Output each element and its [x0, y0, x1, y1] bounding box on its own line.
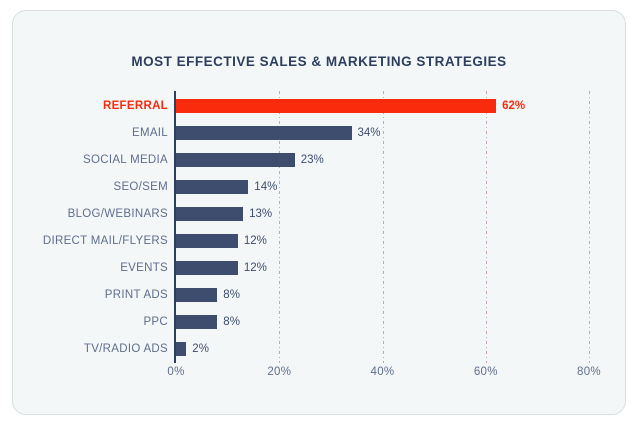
gridline: [589, 91, 590, 363]
bar: [176, 180, 249, 194]
category-label: EVENTS: [120, 262, 168, 274]
value-label: 2%: [192, 343, 209, 355]
value-label: 34%: [357, 127, 381, 139]
category-label: DIRECT MAIL/FLYERS: [42, 235, 168, 247]
category-label: SOCIAL MEDIA: [83, 154, 168, 166]
bar-row: DIRECT MAIL/FLYERS 12%: [13, 234, 625, 248]
category-label: BLOG/WEBINARS: [67, 208, 168, 220]
bar: [176, 207, 244, 221]
bar-row: PRINT ADS 8%: [13, 288, 625, 302]
bar: [176, 126, 352, 140]
x-tick-label: 0%: [167, 366, 185, 378]
value-label: 23%: [300, 154, 324, 166]
chart-card: MOST EFFECTIVE SALES & MARKETING STRATEG…: [12, 10, 626, 415]
category-label: REFERRAL: [102, 100, 168, 112]
y-axis-line: [174, 91, 176, 363]
category-label: SEO/SEM: [113, 181, 168, 193]
bar: [176, 99, 497, 113]
gridline: [485, 91, 487, 363]
bar-row: SEO/SEM 14%: [13, 180, 625, 194]
bar-row: EVENTS 12%: [13, 261, 625, 275]
category-label: TV/RADIO ADS: [83, 343, 168, 355]
bar: [176, 288, 218, 302]
x-tick-label: 20%: [267, 366, 292, 378]
x-tick-label: 80%: [577, 366, 601, 378]
value-label: 8%: [223, 316, 240, 328]
value-label: 12%: [243, 262, 267, 274]
bar-row: EMAIL 34%: [13, 126, 625, 140]
bar-row: REFERRAL 62%: [13, 99, 625, 113]
value-label: 62%: [502, 100, 526, 112]
value-label: 12%: [243, 235, 267, 247]
gridline: [279, 91, 281, 363]
chart-title: MOST EFFECTIVE SALES & MARKETING STRATEG…: [131, 54, 507, 69]
value-label: 8%: [223, 289, 240, 301]
bar-row: PPC 8%: [13, 315, 625, 329]
category-label: EMAIL: [131, 127, 168, 139]
category-label: PPC: [143, 316, 168, 328]
bar-row: SOCIAL MEDIA 23%: [13, 153, 625, 167]
bar-row: TV/RADIO ADS 2%: [13, 342, 625, 356]
category-label: PRINT ADS: [104, 289, 168, 301]
bar: [176, 261, 238, 275]
gridline: [382, 91, 384, 363]
bar-row: BLOG/WEBINARS 13%: [13, 207, 625, 221]
value-label: 14%: [254, 181, 278, 193]
bar: [176, 153, 295, 167]
bar: [176, 342, 187, 356]
plot-area: 0% 20% 40% 60% 80% REFERRAL 62% EMAIL 34% SOCIAL …: [13, 11, 625, 414]
value-label: 13%: [249, 208, 273, 220]
x-tick-label: 40%: [370, 366, 395, 378]
bar: [176, 234, 238, 248]
bar: [176, 315, 218, 329]
x-tick-label: 60%: [473, 366, 498, 378]
